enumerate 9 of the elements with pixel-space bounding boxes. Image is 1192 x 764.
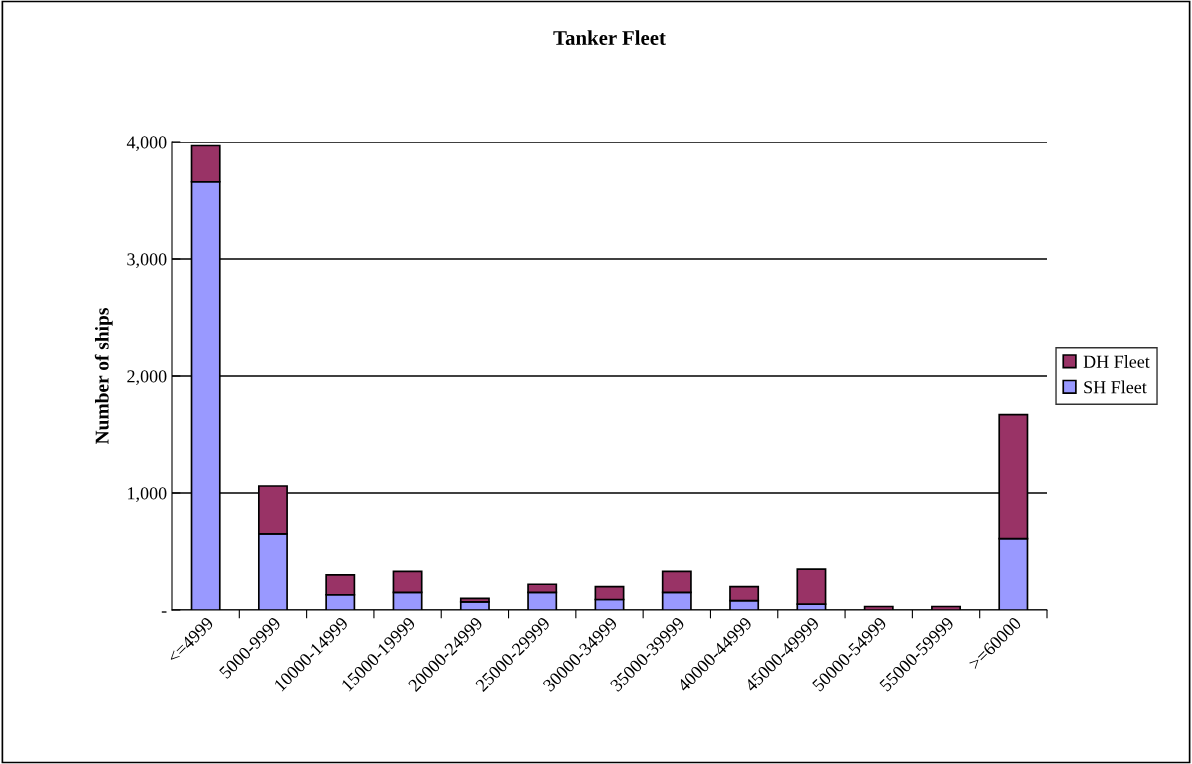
legend-label: DH Fleet — [1083, 355, 1150, 368]
y-tick-label: 1,000 — [128, 487, 167, 503]
y-tick-label: 3,000 — [127, 253, 167, 269]
y-tick-label: 4,000 — [126, 136, 167, 152]
y-tick-label: 2,000 — [127, 370, 167, 386]
y-tick-label: - — [161, 611, 167, 613]
legend-label: SH Fleet — [1084, 380, 1147, 394]
chart-title: Tanker Fleet — [553, 30, 666, 45]
y-axis-title: Number of ships — [94, 308, 113, 445]
